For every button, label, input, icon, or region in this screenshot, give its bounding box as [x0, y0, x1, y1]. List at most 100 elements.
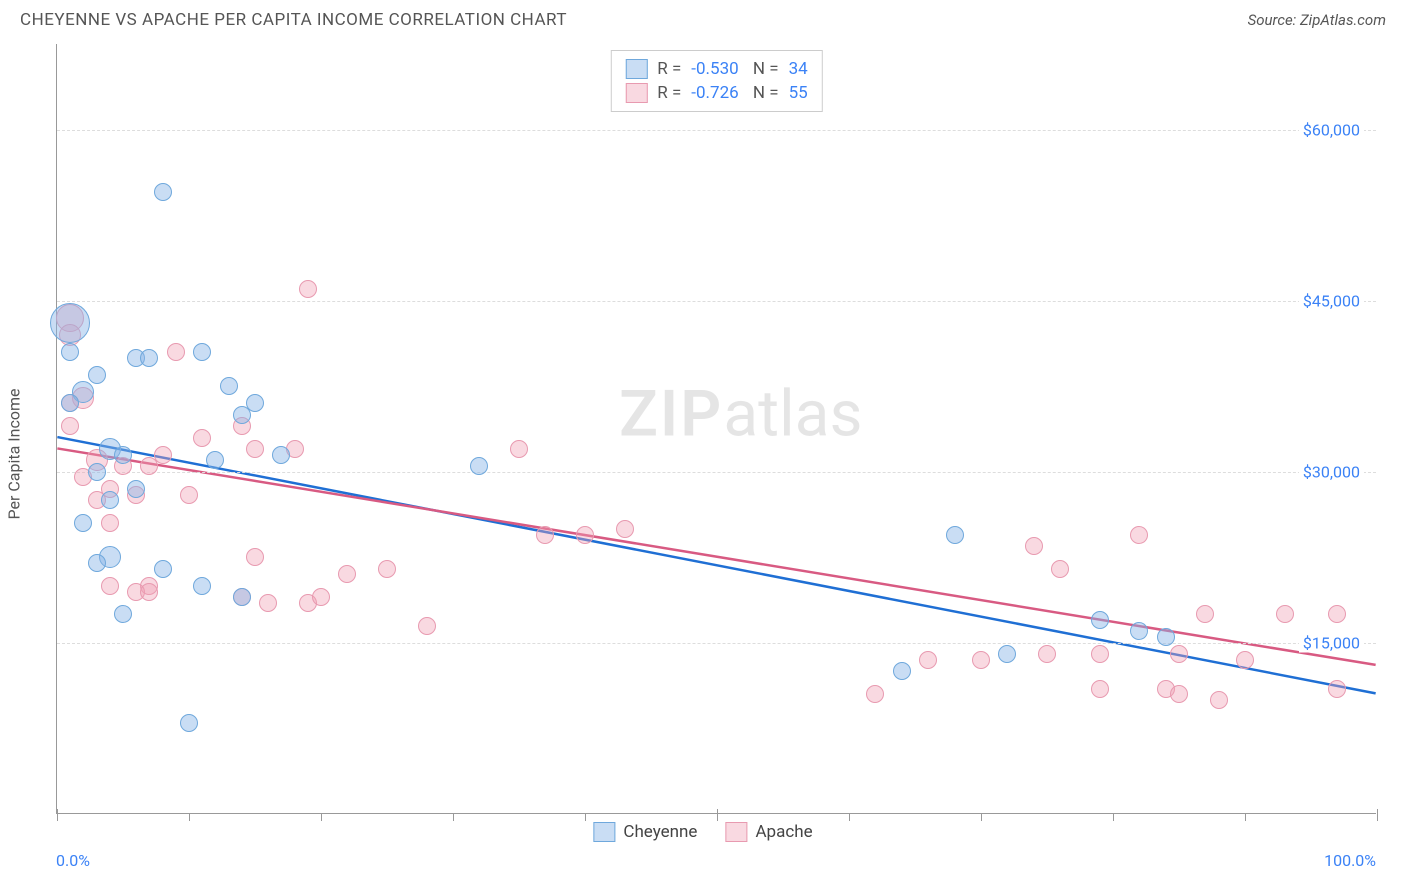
cheyenne-point — [61, 394, 79, 412]
apache-point — [312, 588, 330, 606]
cheyenne-point — [140, 349, 158, 367]
apache-point — [1051, 560, 1069, 578]
apache-point — [866, 685, 884, 703]
x-tick — [849, 813, 850, 821]
apache-point — [1170, 685, 1188, 703]
cheyenne-point — [272, 446, 290, 464]
y-tick-label: $15,000 — [1299, 633, 1364, 652]
apache-r-value: -0.726 — [691, 83, 738, 103]
cheyenne-point — [998, 645, 1016, 663]
cheyenne-point — [50, 303, 90, 343]
cheyenne-point — [61, 343, 79, 361]
corr-row-apache: R =-0.726 N =55 — [625, 81, 807, 105]
apache-swatch-icon — [725, 822, 747, 842]
cheyenne-point — [220, 377, 238, 395]
cheyenne-point — [193, 577, 211, 595]
apache-point — [510, 440, 528, 458]
correlation-legend: R =-0.530 N =34 R =-0.726 N =55 — [610, 50, 822, 112]
cheyenne-point — [180, 714, 198, 732]
x-tick — [1245, 813, 1246, 821]
apache-point — [140, 583, 158, 601]
apache-swatch — [625, 83, 647, 103]
y-tick-label: $60,000 — [1299, 120, 1364, 139]
cheyenne-point — [74, 514, 92, 532]
cheyenne-point — [1091, 611, 1109, 629]
apache-point — [616, 520, 634, 538]
gridline — [57, 643, 1376, 644]
x-tick — [717, 809, 718, 821]
cheyenne-point — [893, 662, 911, 680]
y-axis-label: Per Capita Income — [5, 389, 24, 520]
cheyenne-point — [127, 480, 145, 498]
apache-point — [576, 526, 594, 544]
apache-point — [1196, 605, 1214, 623]
cheyenne-point — [101, 491, 119, 509]
apache-point — [1328, 605, 1346, 623]
series-legend: Cheyenne Apache — [593, 822, 812, 842]
x-max-label: 100.0% — [1324, 851, 1376, 870]
gridline — [57, 130, 1376, 131]
x-tick — [1377, 809, 1378, 821]
cheyenne-point — [88, 366, 106, 384]
watermark: ZIPatlas — [619, 376, 862, 451]
apache-point — [1328, 680, 1346, 698]
apache-point — [180, 486, 198, 504]
cheyenne-r-value: -0.530 — [691, 59, 738, 79]
cheyenne-point — [233, 406, 251, 424]
cheyenne-swatch — [625, 59, 647, 79]
apache-point — [536, 526, 554, 544]
legend-cheyenne-label: Cheyenne — [623, 822, 697, 842]
x-tick — [57, 809, 58, 821]
corr-row-cheyenne: R =-0.530 N =34 — [625, 57, 807, 81]
source-label: Source: ZipAtlas.com — [1248, 11, 1386, 29]
apache-point — [972, 651, 990, 669]
x-tick — [981, 813, 982, 821]
cheyenne-point — [114, 446, 132, 464]
apache-point — [1276, 605, 1294, 623]
legend-apache-label: Apache — [755, 822, 812, 842]
chart-title: CHEYENNE VS APACHE PER CAPITA INCOME COR… — [20, 10, 567, 30]
cheyenne-point — [88, 554, 106, 572]
apache-point — [919, 651, 937, 669]
apache-point — [259, 594, 277, 612]
apache-point — [1210, 691, 1228, 709]
gridline — [57, 301, 1376, 302]
cheyenne-point — [1130, 622, 1148, 640]
apache-point — [1130, 526, 1148, 544]
apache-point — [1025, 537, 1043, 555]
cheyenne-point — [946, 526, 964, 544]
cheyenne-point — [206, 451, 224, 469]
cheyenne-swatch-icon — [593, 822, 615, 842]
x-min-label: 0.0% — [56, 851, 90, 870]
x-tick — [453, 813, 454, 821]
cheyenne-point — [1157, 628, 1175, 646]
apache-point — [246, 548, 264, 566]
chart-container: Per Capita Income ZIPatlas R =-0.530 N =… — [20, 44, 1386, 864]
x-tick — [585, 813, 586, 821]
apache-point — [338, 565, 356, 583]
legend-cheyenne: Cheyenne — [593, 822, 697, 842]
apache-point — [1091, 645, 1109, 663]
apache-point — [1038, 645, 1056, 663]
x-tick — [1113, 813, 1114, 821]
cheyenne-point — [154, 560, 172, 578]
apache-point — [299, 280, 317, 298]
apache-point — [167, 343, 185, 361]
cheyenne-point — [193, 343, 211, 361]
apache-point — [101, 577, 119, 595]
apache-point — [378, 560, 396, 578]
y-tick-label: $45,000 — [1299, 291, 1364, 310]
x-tick — [189, 813, 190, 821]
cheyenne-point — [233, 588, 251, 606]
apache-point — [193, 429, 211, 447]
plot-area: ZIPatlas R =-0.530 N =34 R =-0.726 N =55… — [56, 44, 1376, 814]
cheyenne-point — [154, 183, 172, 201]
y-tick-label: $30,000 — [1299, 462, 1364, 481]
apache-point — [1091, 680, 1109, 698]
x-tick — [321, 813, 322, 821]
apache-point — [61, 417, 79, 435]
apache-point — [1170, 645, 1188, 663]
apache-point — [154, 446, 172, 464]
apache-n-value: 55 — [789, 83, 808, 103]
apache-point — [246, 440, 264, 458]
